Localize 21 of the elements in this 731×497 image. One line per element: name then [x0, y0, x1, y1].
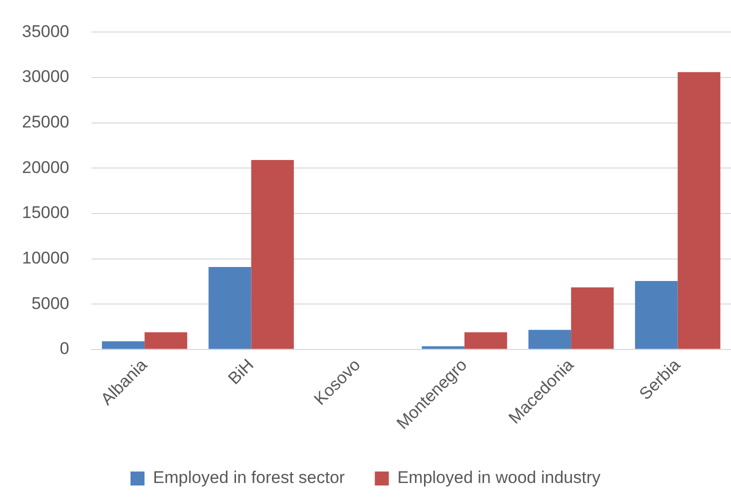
- legend-label: Employed in wood industry: [397, 468, 601, 488]
- bar: [464, 332, 508, 349]
- y-tick-label: 35000: [22, 22, 70, 41]
- bar: [635, 280, 678, 349]
- y-tick-label: 30000: [22, 67, 70, 86]
- bar: [144, 332, 188, 349]
- legend-label: Employed in forest sector: [153, 468, 346, 488]
- bar: [251, 160, 294, 349]
- bar: [102, 341, 145, 349]
- bar: [208, 266, 252, 349]
- y-tick-label: 20000: [22, 158, 70, 177]
- bar: [422, 346, 464, 349]
- y-tick-label: 5000: [31, 294, 70, 313]
- bar: [528, 330, 572, 349]
- x-tick-label: BiH: [224, 355, 258, 388]
- y-tick-label: 0: [60, 339, 70, 358]
- y-tick-label: 25000: [22, 112, 70, 132]
- bar: [678, 72, 720, 349]
- bar: [571, 287, 614, 349]
- y-tick-label: 10000: [22, 248, 70, 268]
- y-tick-label: 15000: [22, 203, 70, 222]
